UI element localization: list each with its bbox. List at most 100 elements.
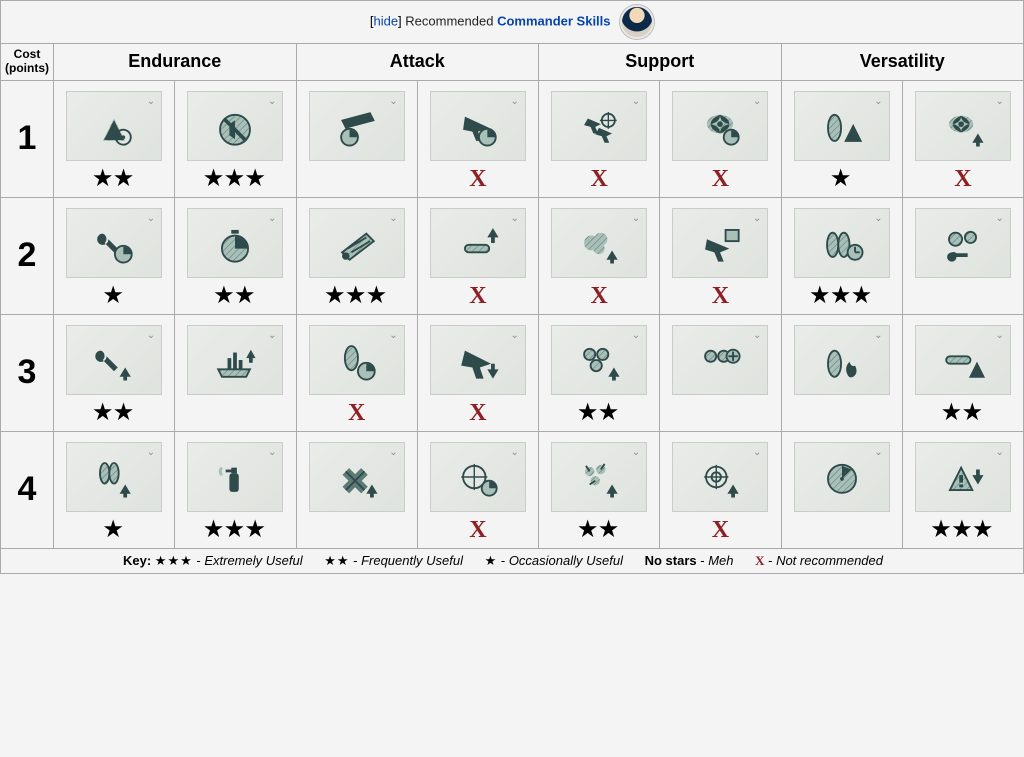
skill-cell: ⌄★	[54, 431, 175, 548]
skill-wrench-timer-icon[interactable]: ⌄	[66, 208, 162, 278]
skill-cell: ⌄X	[417, 431, 538, 548]
skill-rating: ★★★	[932, 518, 994, 542]
skill-rating: X	[469, 167, 486, 191]
skill-planes-sight-icon[interactable]: ⌄	[551, 91, 647, 161]
skill-cell: ⌄X	[660, 431, 781, 548]
skill-wrench-gears-icon[interactable]: ⌄	[915, 208, 1011, 278]
skill-shell-fire-icon[interactable]: ⌄	[794, 325, 890, 395]
skill-cell: ⌄	[660, 314, 781, 431]
skill-extinguisher-icon[interactable]: ⌄	[187, 442, 283, 512]
skill-rating: X	[469, 518, 486, 542]
legend-label: Key:	[123, 553, 151, 568]
skill-shells-clock-icon[interactable]: ⌄	[794, 208, 890, 278]
chevron-down-icon: ⌄	[389, 96, 397, 107]
skill-cell: ⌄ ★★	[175, 197, 296, 314]
chevron-down-icon: ⌄	[268, 447, 276, 458]
skill-rating: ★★	[578, 518, 620, 542]
skill-rating: X	[712, 518, 729, 542]
skill-rating: X	[469, 284, 486, 308]
skill-smoke-up-icon[interactable]: ⌄	[551, 208, 647, 278]
skill-rating: ★★	[215, 284, 257, 308]
skill-cell: ⌄X	[539, 80, 660, 197]
skill-cross-up-icon[interactable]: ⌄	[309, 442, 405, 512]
skill-stopwatch-icon[interactable]: ⌄	[187, 208, 283, 278]
skill-rotor-timer-icon[interactable]: ⌄	[672, 91, 768, 161]
skill-radar-disc-icon[interactable]: ⌄	[794, 442, 890, 512]
skill-rating: ★★	[942, 401, 984, 425]
skill-cell: ⌄X	[660, 80, 781, 197]
chevron-down-icon: ⌄	[632, 96, 640, 107]
skill-icons-plus-icon[interactable]: ⌄	[672, 325, 768, 395]
skill-plane-down-icon[interactable]: ⌄	[430, 325, 526, 395]
skill-torpedo-up-icon[interactable]: ⌄	[430, 208, 526, 278]
tier-row: 3⌄★★⌄⌄X⌄X⌄★★⌄⌄⌄★★	[1, 314, 1024, 431]
skill-rating: ★★	[578, 401, 620, 425]
chevron-down-icon: ⌄	[147, 330, 155, 341]
skill-torpedo-warning-icon[interactable]: ⌄	[915, 325, 1011, 395]
skill-cell: ⌄★★	[54, 80, 175, 197]
chevron-down-icon: ⌄	[268, 330, 276, 341]
skill-battleship-up-icon[interactable]: ⌄	[187, 325, 283, 395]
skill-cell: ⌄★	[54, 197, 175, 314]
skill-wrench-up-icon[interactable]: ⌄	[66, 325, 162, 395]
skill-shell-warning-icon[interactable]: ⌄	[794, 91, 890, 161]
skill-cell: ⌄X	[296, 314, 417, 431]
tier-label: 2	[1, 197, 54, 314]
chevron-down-icon: ⌄	[389, 447, 397, 458]
skill-rotor-up-icon[interactable]: ⌄	[915, 91, 1011, 161]
skill-rating: ★★★	[204, 518, 266, 542]
legend-item: ★★★ - Extremely Useful	[155, 553, 321, 568]
skill-rating: X	[712, 167, 729, 191]
commander-avatar-icon	[620, 5, 654, 39]
tier-label: 3	[1, 314, 54, 431]
column-headers-row: Cost (points) Endurance Attack Support V…	[1, 44, 1024, 81]
skill-cell: ⌄ ★★	[539, 431, 660, 548]
hide-link[interactable]: hide	[373, 13, 398, 28]
skill-cell: ⌄★★★	[175, 80, 296, 197]
skill-shell-timer-icon[interactable]: ⌄	[309, 325, 405, 395]
skill-rating: ★★	[93, 401, 135, 425]
chevron-down-icon: ⌄	[510, 447, 518, 458]
recommended-label: Recommended	[405, 13, 493, 28]
skill-cell: ⌄	[296, 80, 417, 197]
legend-item: ★★ - Frequently Useful	[321, 553, 481, 568]
skill-rating: X	[954, 167, 971, 191]
skill-burst-up-icon[interactable]: ⌄	[551, 442, 647, 512]
skill-cell: ⌄	[781, 431, 902, 548]
chevron-down-icon: ⌄	[995, 96, 1003, 107]
skill-cell: ⌄ ★★★	[175, 431, 296, 548]
skill-rating: ★	[831, 167, 852, 191]
skill-icons-up-icon[interactable]: ⌄	[551, 325, 647, 395]
chevron-down-icon: ⌄	[510, 96, 518, 107]
category-header-support: Support	[539, 44, 782, 81]
commander-skills-link[interactable]: Commander Skills	[497, 13, 610, 28]
category-header-attack: Attack	[296, 44, 539, 81]
skill-cell: ⌄X	[417, 197, 538, 314]
skill-cell: ⌄ ★★★	[902, 431, 1023, 548]
chevron-down-icon: ⌄	[632, 447, 640, 458]
tier-row: 1⌄★★⌄★★★⌄⌄X⌄X⌄X⌄★⌄X	[1, 80, 1024, 197]
skill-rating: X	[590, 284, 607, 308]
skill-warning-down-icon[interactable]: ⌄	[915, 442, 1011, 512]
skill-mute-circle-icon[interactable]: ⌄	[187, 91, 283, 161]
skill-ship-timer-icon[interactable]: ⌄	[309, 91, 405, 161]
chevron-down-icon: ⌄	[995, 447, 1003, 458]
chevron-down-icon: ⌄	[147, 96, 155, 107]
chevron-down-icon: ⌄	[995, 330, 1003, 341]
skill-plane-timer-icon[interactable]: ⌄	[430, 91, 526, 161]
skill-guns-loader-icon[interactable]: ⌄	[309, 208, 405, 278]
skill-plane-shield-icon[interactable]: ⌄	[672, 208, 768, 278]
skill-cell: ⌄X	[417, 80, 538, 197]
skill-rating: ★	[104, 518, 125, 542]
skill-sight-timer-icon[interactable]: ⌄	[430, 442, 526, 512]
skill-cell: ⌄★★★	[781, 197, 902, 314]
skill-target-up-icon[interactable]: ⌄	[672, 442, 768, 512]
skill-cell: ⌄X	[539, 197, 660, 314]
skill-warning-target-icon[interactable]: ⌄	[66, 91, 162, 161]
skill-cell: ⌄	[781, 314, 902, 431]
skill-shells-up-icon[interactable]: ⌄	[66, 442, 162, 512]
legend-item: X - Not recommended	[751, 553, 901, 568]
skill-cell: ⌄X	[902, 80, 1023, 197]
skill-rating: X	[712, 284, 729, 308]
tier-row: 2⌄★⌄★★⌄★★★⌄X⌄X⌄X⌄★★★⌄	[1, 197, 1024, 314]
